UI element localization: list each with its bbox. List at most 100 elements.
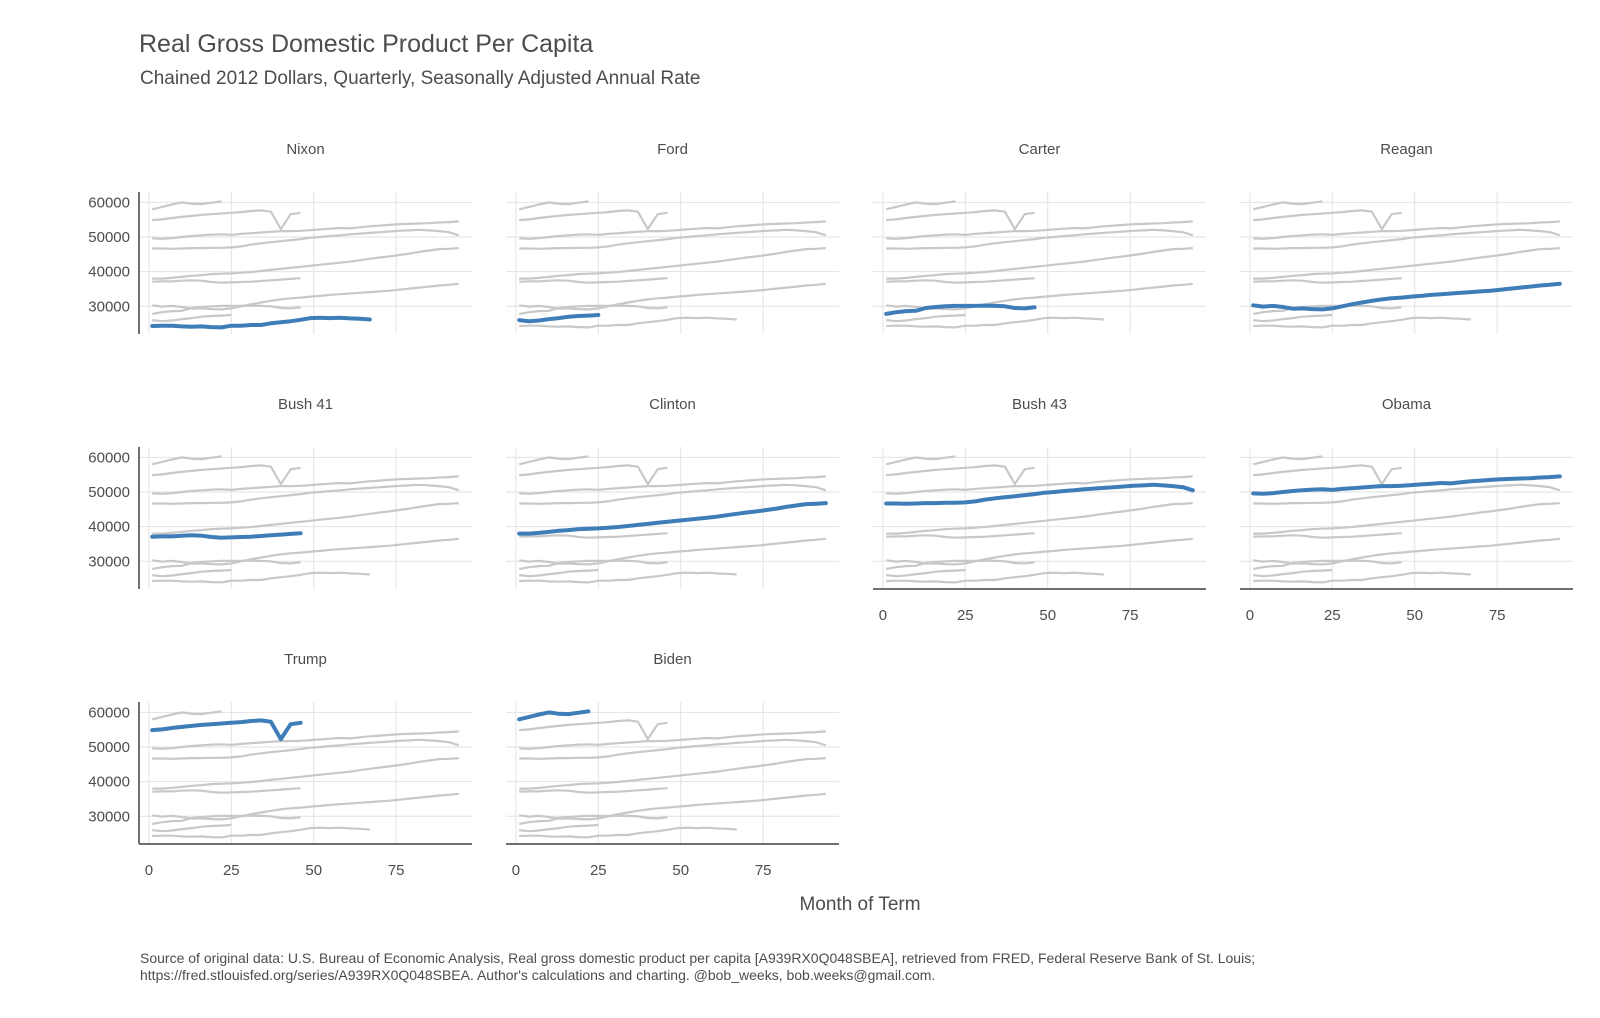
series-line-bush-43 bbox=[152, 228, 460, 250]
highlight-line-carter bbox=[884, 303, 1037, 316]
series-line-bush-41 bbox=[1253, 277, 1402, 284]
series-line-reagan bbox=[519, 537, 826, 566]
series-line-bush-43 bbox=[886, 228, 1194, 250]
y-tick-label: 40000 bbox=[88, 519, 130, 536]
x-tick-label: 75 bbox=[1489, 607, 1506, 624]
series-line-reagan bbox=[886, 537, 1193, 566]
y-tick-label: 50000 bbox=[88, 739, 130, 756]
series-line-nixon bbox=[519, 571, 737, 584]
x-tick-label: 0 bbox=[512, 862, 520, 879]
series-line-nixon bbox=[886, 316, 1104, 329]
series-line-biden bbox=[151, 710, 222, 721]
highlight-line-trump bbox=[150, 718, 303, 742]
series-line-ford bbox=[886, 313, 966, 323]
series-line-clinton bbox=[152, 757, 459, 790]
panel-title-ford: Ford bbox=[657, 141, 688, 158]
series-line-carter bbox=[519, 559, 668, 570]
series-line-carter bbox=[152, 304, 301, 315]
series-line-nixon bbox=[886, 571, 1104, 584]
panel-title-obama: Obama bbox=[1382, 396, 1432, 413]
panel-bush-43: Bush 43 0 25 50 75 bbox=[873, 396, 1206, 624]
y-tick-label: 60000 bbox=[88, 704, 130, 721]
series-line-trump bbox=[152, 464, 301, 486]
series-line-ford bbox=[1253, 313, 1333, 323]
highlight-line-ford bbox=[517, 313, 601, 324]
series-line-trump bbox=[152, 209, 301, 231]
series-line-ford bbox=[519, 568, 599, 578]
series-line-nixon bbox=[1253, 316, 1471, 329]
panel-ford: Ford bbox=[506, 141, 839, 334]
chart-title: Real Gross Domestic Product Per Capita bbox=[139, 30, 594, 58]
highlight-line-bush-41 bbox=[150, 531, 303, 540]
y-tick-label: 30000 bbox=[88, 553, 130, 570]
series-line-biden bbox=[885, 455, 956, 466]
series-line-bush-41 bbox=[886, 532, 1035, 539]
series-line-trump bbox=[886, 464, 1035, 486]
panel-title-bush-41: Bush 41 bbox=[278, 396, 333, 413]
series-line-bush-43 bbox=[152, 483, 460, 505]
panel-title-biden: Biden bbox=[653, 651, 691, 668]
series-line-trump bbox=[519, 209, 668, 231]
x-tick-label: 25 bbox=[1324, 607, 1341, 624]
panel-title-reagan: Reagan bbox=[1380, 141, 1433, 158]
series-line-carter bbox=[519, 304, 668, 315]
series-line-carter bbox=[1253, 559, 1402, 570]
series-line-bush-41 bbox=[519, 532, 668, 539]
series-line-reagan bbox=[152, 792, 459, 821]
series-line-biden bbox=[1252, 200, 1323, 211]
series-line-clinton bbox=[886, 502, 1193, 535]
series-line-obama bbox=[1253, 220, 1560, 240]
series-line-ford bbox=[519, 823, 599, 833]
series-line-biden bbox=[151, 200, 222, 211]
panel-title-clinton: Clinton bbox=[649, 396, 696, 413]
x-tick-label: 25 bbox=[957, 607, 974, 624]
series-line-nixon bbox=[152, 571, 370, 584]
series-line-obama bbox=[152, 220, 459, 240]
y-tick-label: 40000 bbox=[88, 774, 130, 791]
highlight-line-bush-43 bbox=[884, 482, 1195, 506]
x-tick-label: 0 bbox=[145, 862, 153, 879]
x-tick-label: 25 bbox=[223, 862, 240, 879]
series-line-ford bbox=[886, 568, 966, 578]
caption-line-2: https://fred.stlouisfed.org/series/A939R… bbox=[140, 967, 936, 983]
series-line-nixon bbox=[519, 316, 737, 329]
series-line-bush-43 bbox=[519, 738, 827, 760]
series-line-nixon bbox=[1253, 571, 1471, 584]
highlight-line-biden bbox=[517, 709, 591, 722]
series-line-bush-41 bbox=[152, 787, 301, 794]
chart-subtitle: Chained 2012 Dollars, Quarterly, Seasona… bbox=[140, 68, 701, 89]
y-tick-label: 60000 bbox=[88, 449, 130, 466]
series-line-reagan bbox=[519, 282, 826, 311]
series-line-obama bbox=[519, 220, 826, 240]
series-line-trump bbox=[519, 719, 668, 741]
series-line-bush-41 bbox=[152, 277, 301, 284]
series-line-carter bbox=[152, 814, 301, 825]
panel-title-trump: Trump bbox=[284, 651, 327, 668]
highlight-line-clinton bbox=[517, 501, 828, 536]
series-line-ford bbox=[152, 568, 232, 578]
series-line-clinton bbox=[152, 502, 459, 535]
x-tick-label: 0 bbox=[1246, 607, 1254, 624]
series-line-carter bbox=[1253, 304, 1402, 315]
series-line-trump bbox=[1253, 464, 1402, 486]
caption-line-1: Source of original data: U.S. Bureau of … bbox=[140, 950, 1256, 966]
series-line-ford bbox=[152, 823, 232, 833]
panel-reagan: Reagan bbox=[1240, 141, 1573, 334]
series-line-trump bbox=[1253, 209, 1402, 231]
y-tick-label: 30000 bbox=[88, 298, 130, 315]
series-line-reagan bbox=[1253, 537, 1560, 566]
panel-obama: Obama 0 25 50 75 bbox=[1240, 396, 1573, 624]
source-caption: Source of original data: U.S. Bureau of … bbox=[140, 950, 1540, 984]
series-line-bush-43 bbox=[152, 738, 460, 760]
x-tick-label: 75 bbox=[1122, 607, 1139, 624]
series-line-nixon bbox=[519, 826, 737, 839]
x-tick-label: 25 bbox=[590, 862, 607, 879]
series-line-bush-41 bbox=[519, 787, 668, 794]
panel-clinton: Clinton bbox=[506, 396, 839, 589]
y-tick-label: 30000 bbox=[88, 808, 130, 825]
series-line-biden bbox=[518, 455, 589, 466]
y-tick-label: 50000 bbox=[88, 229, 130, 246]
series-line-clinton bbox=[519, 757, 826, 790]
series-line-clinton bbox=[886, 247, 1193, 280]
